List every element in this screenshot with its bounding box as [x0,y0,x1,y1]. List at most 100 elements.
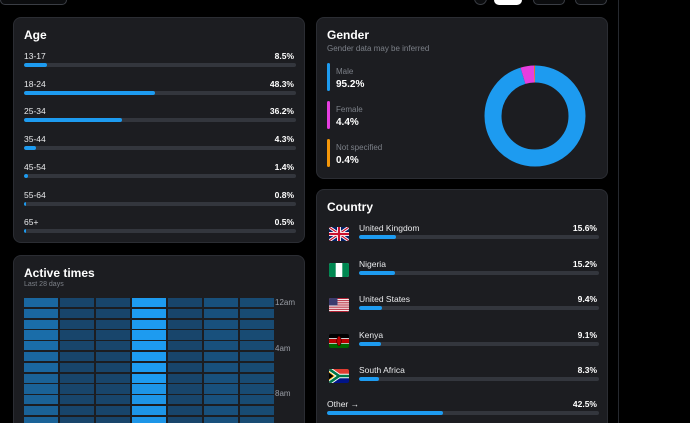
hour-label: 4am [275,343,291,353]
gender-card: Gender Gender data may be inferred Male 9… [316,17,608,179]
country-row-value: 9.1% [577,329,597,340]
heatmap-cell [60,384,94,394]
gender-legend-label: Not specified [336,143,383,152]
heatmap-cell [168,308,202,318]
heatmap-cell [24,330,58,340]
heatmap-cell [96,406,130,416]
heatmap-cell [204,352,238,362]
heatmap-cell [132,362,166,372]
filter-toggle-active[interactable] [494,0,522,5]
gender-legend-label: Female [336,105,363,114]
other-countries-bar-fill [327,411,443,415]
heatmap-cell [24,373,58,383]
kenya-flag-icon [329,333,349,348]
heatmap-cell [204,384,238,394]
age-row-bar [24,118,296,123]
age-row-value: 8.5% [274,51,294,61]
heatmap-cell [204,406,238,416]
heatmap-cell [60,416,94,423]
age-row-label: 25-34 [24,106,46,117]
heatmap-cell [24,395,58,405]
heatmap-cell [240,308,274,318]
country-row-bar-fill [359,235,397,239]
heatmap-cell [132,298,166,308]
age-row-label: 35-44 [24,134,46,145]
gender-donut-chart [484,65,586,167]
heatmap-cell [60,298,94,308]
heatmap-cell [204,416,238,423]
nigeria-flag-icon [329,262,349,277]
heatmap-cell [204,319,238,329]
heatmap-cell [240,319,274,329]
country-row-bar [359,306,599,310]
gender-legend-swatch [327,63,330,91]
heatmap-cell [60,319,94,329]
heatmap-cell [204,330,238,340]
heatmap-cell [168,352,202,362]
heatmap-cell [132,352,166,362]
heatmap-cell [132,308,166,318]
gender-legend-swatch [327,101,330,129]
south-africa-flag-icon [329,369,349,383]
active-times-subtitle: Last 28 days [24,281,64,288]
gender-title: Gender [327,28,370,42]
age-row-label: 55-64 [24,189,46,200]
heatmap-cell [168,319,202,329]
heatmap-cell [168,406,202,416]
gender-legend-label: Male [336,67,354,76]
heatmap-cell [60,308,94,318]
heatmap-cell [96,362,130,372]
heatmap-cell [168,384,202,394]
heatmap-cell [132,416,166,423]
country-card: Country United Kingdom 15.6% Nigeria 15.2% U… [316,189,608,423]
heatmap-cell [132,330,166,340]
heatmap-cell [96,395,130,405]
heatmap-cell [168,362,202,372]
gender-donut-slice-not-specified [484,65,586,167]
heatmap-cell [240,373,274,383]
age-row-bar-fill [24,173,28,178]
heatmap-cell [240,395,274,405]
panel-divider [618,0,619,423]
other-countries-value: 42.5% [572,399,597,409]
info-icon[interactable] [474,0,487,5]
country-row-bar [359,235,599,239]
other-countries-link[interactable]: Other → [327,399,360,409]
heatmap-cell [240,416,274,423]
heatmap-cell [240,362,274,372]
heatmap-cell [240,298,274,308]
heatmap-cell [24,308,58,318]
age-row-value: 0.8% [274,189,294,200]
heatmap-cell [96,319,130,329]
country-row-label: South Africa [359,365,405,375]
gender-donut-slice-male [484,65,586,167]
heatmap-cell [96,416,130,423]
country-row-bar-fill [359,270,396,275]
filter-toggle[interactable] [533,0,565,5]
heatmap-cell [24,352,58,362]
heatmap-cell [240,341,274,351]
heatmap-cell [204,341,238,351]
country-title: Country [327,200,373,214]
heatmap-cell [24,362,58,372]
age-row-bar-fill [24,146,36,151]
age-title: Age [24,28,47,42]
other-countries-bar [327,411,599,415]
age-card: Age 13-17 8.5% 18-24 48.3% 25-34 36.2% 35-44 4.… [13,17,305,243]
heatmap-cell [60,362,94,372]
age-row-label: 18-24 [24,78,46,89]
heatmap-cell [96,330,130,340]
heatmap-cell [168,298,202,308]
country-row-bar-fill [359,341,381,346]
heatmap-cell [96,298,130,308]
heatmap-cell [168,341,202,351]
heatmap-cell [96,341,130,351]
filter-toggle-2[interactable] [575,0,607,5]
age-row-value: 48.3% [269,78,294,89]
date-range-button[interactable] [0,0,67,5]
country-row-bar [359,341,599,346]
country-row-value: 8.3% [577,365,597,375]
hour-label: 12am [275,298,296,307]
country-row-bar-fill [359,377,379,381]
gender-subtitle: Gender data may be inferred [327,44,430,53]
